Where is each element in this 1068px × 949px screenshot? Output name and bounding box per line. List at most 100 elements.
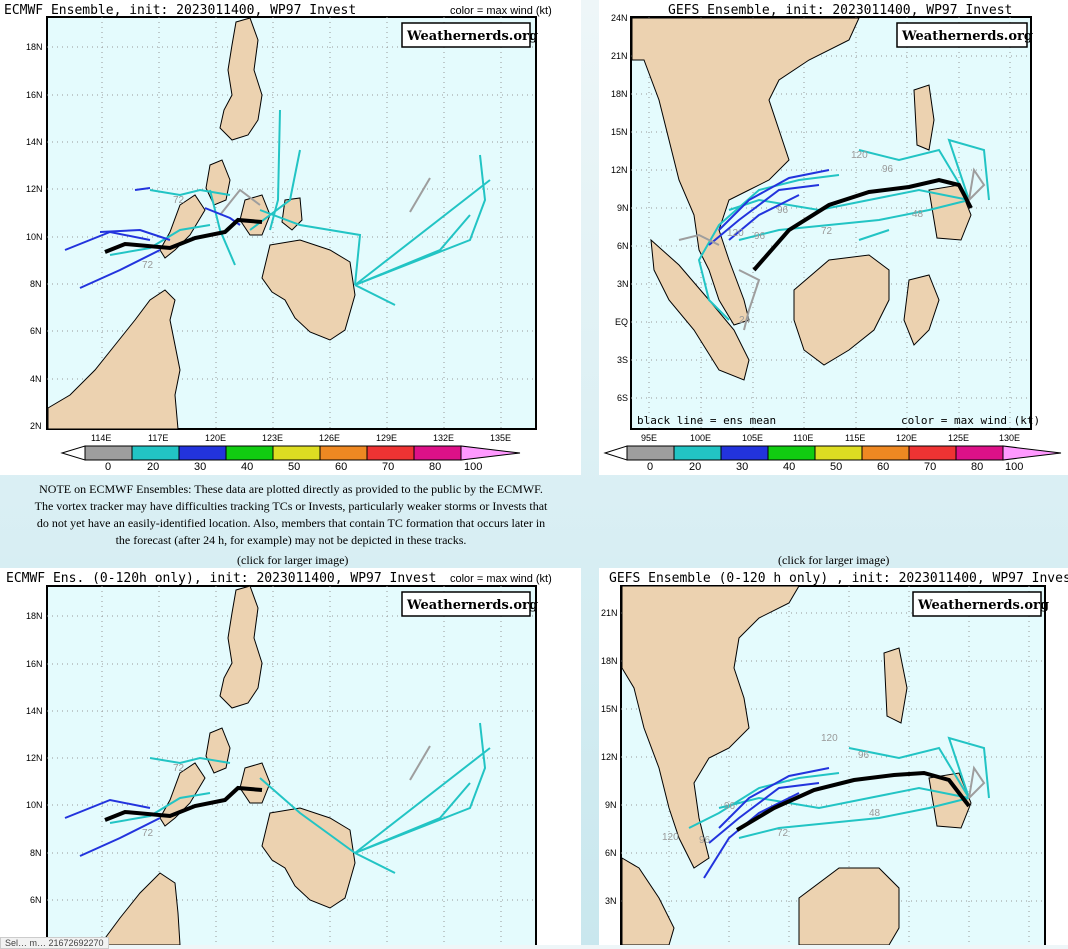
track-labels: 120 96 96 120 96 72 48 24	[727, 150, 924, 326]
svg-text:100: 100	[464, 461, 482, 473]
landmass	[621, 585, 972, 945]
svg-text:3N: 3N	[617, 279, 629, 289]
svg-text:20: 20	[147, 461, 159, 473]
svg-text:125E: 125E	[948, 433, 969, 443]
ecmwf-map-title: ECMWF Ensemble, init: 2023011400, WP97 I…	[4, 3, 356, 18]
svg-text:120E: 120E	[896, 433, 917, 443]
ensemble-tracks	[64, 722, 491, 874]
svg-text:72: 72	[777, 828, 789, 839]
svg-text:12N: 12N	[26, 184, 43, 194]
svg-text:72: 72	[821, 226, 833, 237]
track-label: 72	[173, 195, 185, 206]
svg-text:120: 120	[851, 150, 868, 161]
status-bar: Sel… m… 21672692270	[0, 937, 109, 949]
svg-text:48: 48	[912, 209, 924, 220]
svg-text:30: 30	[736, 461, 748, 473]
gefs-120h-map-svg: GEFS Ensemble (0-120 h only) , init: 202…	[601, 571, 1068, 945]
wind-color-legend: 0 20 30 40 50 60 70 80 100	[60, 445, 521, 473]
svg-text:12N: 12N	[611, 165, 628, 175]
wind-color-legend: 0 20 30 40 50 60 70 80 100	[603, 445, 1062, 473]
svg-text:120E: 120E	[205, 433, 226, 443]
svg-text:70: 70	[382, 461, 394, 473]
landmass	[631, 17, 972, 381]
click-larger-link-left[interactable]: (click for larger image)	[237, 553, 349, 567]
svg-text:6N: 6N	[30, 895, 42, 905]
grid-lines	[47, 17, 536, 429]
svg-text:100E: 100E	[690, 433, 711, 443]
gefs-map-title: GEFS Ensemble, init: 2023011400, WP97 In…	[668, 3, 1012, 18]
svg-text:30: 30	[194, 461, 206, 473]
track-labels: 120 96 96 120 96 72 48	[662, 733, 881, 846]
svg-text:2N: 2N	[30, 421, 42, 431]
svg-text:129E: 129E	[376, 433, 397, 443]
ecmwf-note: NOTE on ECMWF Ensembles: These data are …	[34, 482, 548, 547]
svg-text:24: 24	[739, 315, 751, 326]
track-label: 72	[173, 763, 185, 774]
svg-text:9N: 9N	[617, 203, 629, 213]
svg-text:14N: 14N	[26, 137, 43, 147]
svg-text:60: 60	[877, 461, 889, 473]
svg-text:96: 96	[699, 835, 711, 846]
watermark: Weathernerds.org	[406, 29, 538, 44]
ocean-area	[46, 585, 537, 945]
svg-text:18N: 18N	[601, 656, 618, 666]
gefs-map-svg: GEFS Ensemble, init: 2023011400, WP97 In…	[603, 3, 1062, 473]
landmass	[99, 585, 356, 945]
lat-axis: 24N 21N 18N 15N 12N 9N 6N 3N EQ 3S 6S	[611, 13, 629, 403]
svg-text:96: 96	[858, 750, 870, 761]
svg-text:120: 120	[662, 832, 679, 843]
track-label: 72	[142, 828, 154, 839]
watermark-box	[401, 22, 531, 48]
svg-text:96: 96	[882, 164, 894, 175]
svg-text:6N: 6N	[617, 241, 629, 251]
svg-text:8N: 8N	[30, 848, 42, 858]
svg-text:120: 120	[727, 228, 744, 239]
svg-text:15N: 15N	[611, 127, 628, 137]
ensemble-tracks	[688, 736, 990, 879]
gefs-ensemble-map[interactable]: GEFS Ensemble, init: 2023011400, WP97 In…	[599, 0, 1068, 475]
svg-text:18N: 18N	[26, 611, 43, 621]
svg-text:3S: 3S	[617, 355, 628, 365]
watermark-box	[401, 591, 531, 617]
ensemble-tracks	[678, 138, 990, 331]
track-label: 72	[142, 260, 154, 271]
watermark: Weathernerds.org	[406, 598, 538, 613]
svg-text:120: 120	[821, 733, 838, 744]
svg-text:0: 0	[105, 461, 111, 473]
svg-text:50: 50	[288, 461, 300, 473]
svg-text:105E: 105E	[742, 433, 763, 443]
watermark-box	[912, 591, 1042, 617]
svg-text:48: 48	[869, 808, 881, 819]
svg-text:3N: 3N	[605, 896, 617, 906]
svg-text:15N: 15N	[601, 704, 618, 714]
ecmwf-ensemble-map[interactable]: ECMWF Ensemble, init: 2023011400, WP97 I…	[0, 0, 581, 475]
svg-text:16N: 16N	[26, 90, 43, 100]
svg-text:12N: 12N	[26, 753, 43, 763]
svg-text:20: 20	[689, 461, 701, 473]
svg-text:80: 80	[429, 461, 441, 473]
svg-text:6N: 6N	[605, 848, 617, 858]
ecmwf-120h-map-svg: ECMWF Ens. (0-120h only), init: 20230114…	[6, 571, 552, 945]
svg-text:96: 96	[754, 231, 766, 242]
svg-text:80: 80	[971, 461, 983, 473]
svg-text:115E: 115E	[845, 433, 865, 443]
svg-text:14N: 14N	[26, 706, 43, 716]
svg-text:0: 0	[647, 461, 653, 473]
ecmwf-120h-title: ECMWF Ens. (0-120h only), init: 20230114…	[6, 571, 436, 586]
gefs-120h-title: GEFS Ensemble (0-120 h only) , init: 202…	[609, 571, 1068, 586]
svg-text:96: 96	[777, 205, 789, 216]
mean-note: black line = ens mean	[637, 414, 776, 427]
lat-axis: 18N 16N 14N 12N 10N 8N 6N	[26, 611, 43, 905]
gefs-120h-map[interactable]: GEFS Ensemble (0-120 h only) , init: 202…	[599, 568, 1068, 945]
watermark: Weathernerds.org	[917, 598, 1049, 613]
svg-text:24N: 24N	[611, 13, 628, 23]
watermark-box	[896, 22, 1028, 48]
svg-text:123E: 123E	[262, 433, 283, 443]
svg-text:6N: 6N	[30, 326, 42, 336]
ecmwf-120h-map[interactable]: ECMWF Ens. (0-120h only), init: 20230114…	[0, 568, 581, 945]
svg-text:130E: 130E	[999, 433, 1020, 443]
gefs-color-note: color = max wind (kt)	[901, 414, 1040, 427]
svg-text:10N: 10N	[26, 232, 43, 242]
click-larger-link-right[interactable]: (click for larger image)	[778, 553, 890, 567]
svg-text:117E: 117E	[148, 433, 168, 443]
